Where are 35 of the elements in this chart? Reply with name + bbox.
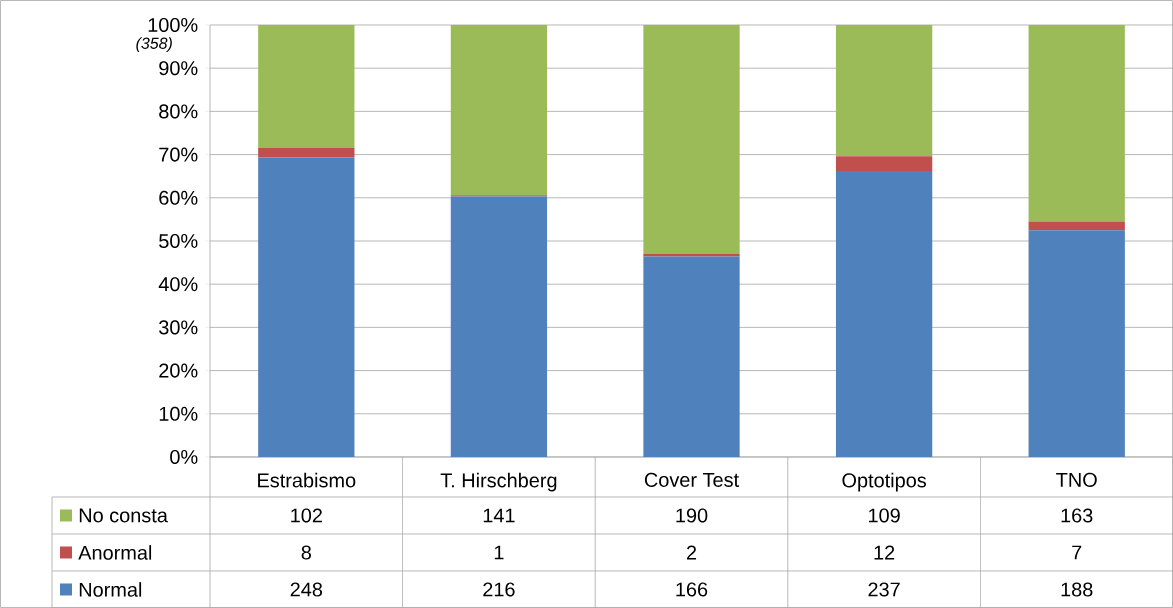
- text: 188: [1061, 582, 1093, 597]
- text: 248: [290, 582, 323, 597]
- text: 12: [874, 545, 895, 560]
- y-tick-label: 20%: [159, 363, 198, 378]
- y-tick-label: 30%: [159, 320, 198, 335]
- text: 216: [483, 582, 515, 597]
- text: 109: [869, 508, 900, 523]
- x-tick-label: T. Hirschberg: [440, 472, 557, 492]
- x-tick-label: Estrabismo: [258, 472, 356, 488]
- x-tick-label: Optotipos: [842, 472, 927, 492]
- text: 7: [1072, 545, 1082, 560]
- x-tick-label: Cover Test: [644, 472, 739, 487]
- y-tick-label: 50%: [159, 233, 198, 249]
- y-tick-label: 60%: [159, 190, 198, 205]
- text: 102: [291, 508, 322, 523]
- y-tick-label: 0%: [170, 449, 198, 465]
- y-tick-label: 70%: [159, 147, 198, 162]
- text: 190: [676, 508, 708, 523]
- text: 1: [494, 545, 504, 560]
- x-tick-label: TNO: [1056, 472, 1097, 487]
- text: 166: [676, 582, 708, 597]
- text: 8: [301, 545, 311, 560]
- y-tick-label: 10%: [159, 406, 198, 421]
- legend-label: No consta: [79, 508, 168, 523]
- text: 2: [686, 545, 697, 560]
- text: 163: [1061, 508, 1093, 523]
- y-tick-label: 100%: [148, 17, 198, 33]
- y-tick-label: 80%: [159, 104, 198, 119]
- text: 237: [868, 582, 900, 597]
- text: (358): [136, 37, 172, 53]
- legend-label: Normal: [79, 582, 142, 597]
- legend-label: Anormal: [78, 545, 152, 560]
- text: 141: [483, 508, 515, 523]
- y-tick-label: 40%: [158, 277, 198, 292]
- y-tick-label: 90%: [159, 61, 198, 76]
